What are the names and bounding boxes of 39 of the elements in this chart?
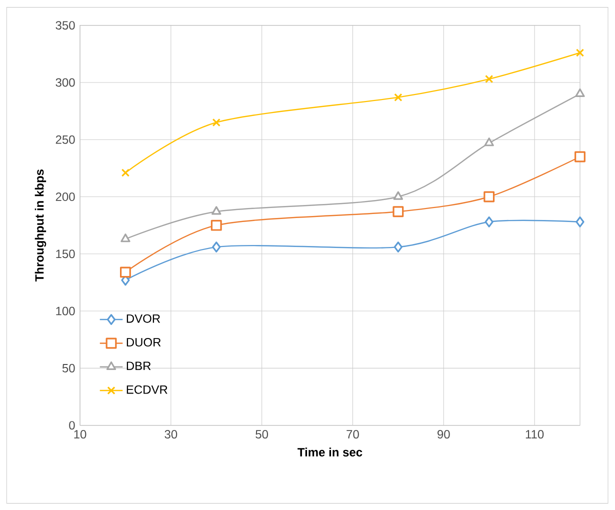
point [210,220,222,231]
x-axis-title: Time in sec [298,448,362,456]
y-tick-label: 200 [56,192,75,202]
point [121,168,130,177]
x-tick-label: 50 [256,430,268,439]
legend-label: DBR [126,362,151,370]
point [576,48,584,57]
point [484,216,494,228]
x-tick-label: 70 [346,430,359,439]
legend-label: DVOR [126,314,160,323]
point [212,206,222,215]
x-tick-label: 10 [74,430,86,439]
point [392,206,404,218]
y-tick-label: 100 [56,306,75,316]
y-tick-label: 350 [56,21,75,30]
y-tick-label: 150 [56,250,75,258]
x-tick-label: 30 [164,430,178,439]
point [212,118,220,127]
point [394,93,402,102]
point [574,151,586,162]
legend-label: ECDVR [126,385,168,394]
point [393,191,404,200]
y-tick-label: 50 [62,364,75,372]
point [394,242,402,253]
x-tick-label: 90 [438,430,450,439]
point [212,242,221,253]
x-tick-label: 110 [526,430,544,439]
point [120,266,131,278]
y-tick-label: 0 [69,421,75,430]
point [484,191,495,202]
point [484,74,494,84]
y-axis-title: Throughput in kbps [34,169,46,282]
legend-label: DUOR [126,338,161,347]
point [575,88,585,98]
point [120,234,130,242]
y-tick-label: 300 [56,78,75,87]
y-tick-label: 250 [56,135,75,144]
point [576,216,584,228]
point [484,138,494,146]
